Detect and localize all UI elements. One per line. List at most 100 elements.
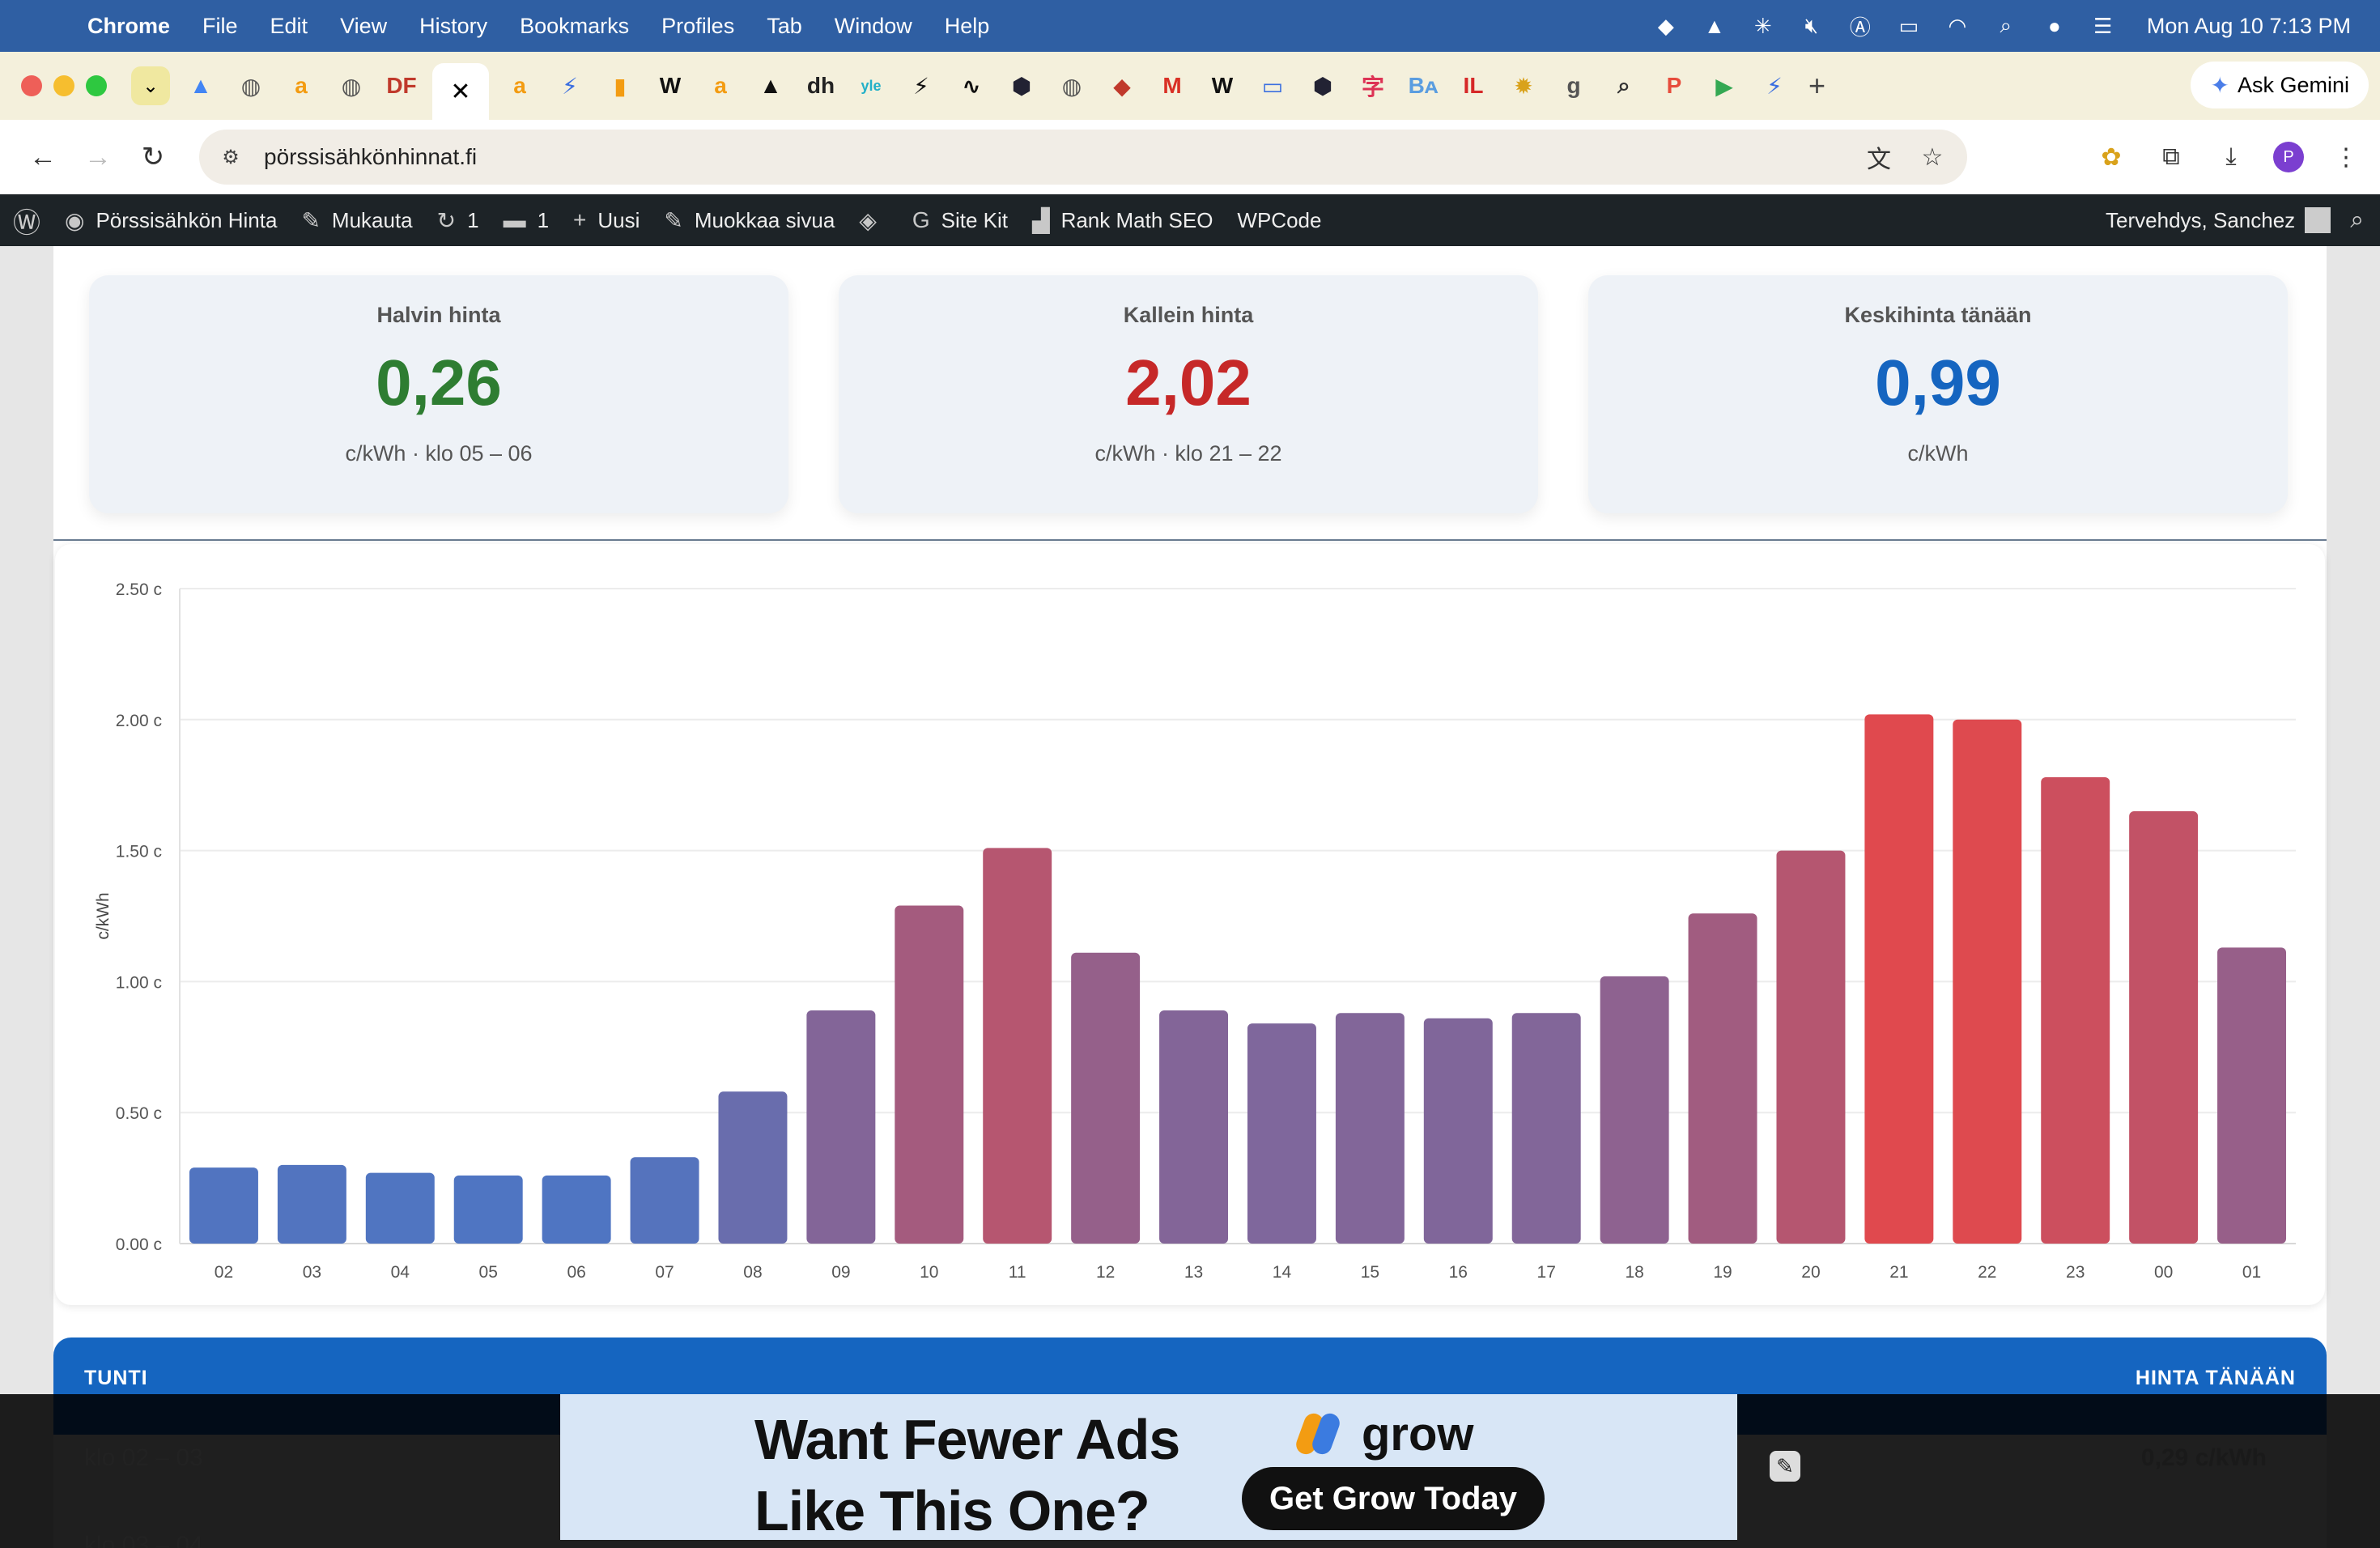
wifi-icon[interactable]: ◠ — [1948, 13, 1967, 38]
p-icon: P — [1666, 73, 1682, 98]
back-arrow-icon[interactable]: ← — [29, 141, 57, 172]
tab-search-chevron-icon[interactable]: ⌄ — [131, 66, 170, 105]
pinned-tab-w-icon[interactable]: W — [1203, 66, 1242, 105]
search-icon: ⌕ — [1617, 72, 1630, 98]
pinned-tab-sun-icon[interactable]: ✹ — [1504, 66, 1543, 105]
menu-view[interactable]: View — [340, 13, 388, 38]
menu-bar-clock[interactable]: Mon Aug 10 7:13 PM — [2146, 13, 2351, 38]
menu-window[interactable]: Window — [834, 13, 912, 38]
pinned-tab-ads-icon[interactable]: ▲ — [181, 66, 220, 105]
cheapest-price-value: 0,26 — [376, 347, 502, 419]
pinned-tab-g-icon[interactable]: g — [1554, 66, 1593, 105]
input-source-icon[interactable]: Ⓐ — [1849, 15, 1871, 40]
ask-gemini-button[interactable]: ✦ Ask Gemini — [2191, 62, 2369, 108]
chrome-menu-icon[interactable]: ⋮ — [2334, 143, 2358, 171]
wp-diamond-link[interactable]: ◈ — [859, 207, 888, 234]
extensions-puzzle-icon[interactable]: ⧉ — [2162, 143, 2180, 170]
pinned-tab-hex-icon[interactable]: ⬢ — [1002, 66, 1041, 105]
diamond-icon[interactable]: ◆ — [1657, 13, 1674, 38]
pinned-tab-bolt-icon[interactable]: ⚡ — [550, 66, 589, 105]
address-bar[interactable]: ⚙ pörssisähkönhinnat.fi 文 ☆ — [199, 130, 1967, 185]
cone-icon[interactable]: ▲ — [1703, 13, 1725, 38]
wp-site-kit-link[interactable]: G Site Kit — [912, 207, 1008, 233]
wordpress-logo-icon[interactable]: Ⓦ — [13, 207, 40, 239]
pinned-tab-w-icon[interactable]: W — [651, 66, 690, 105]
pinned-tab-link-icon[interactable]: ∿ — [952, 66, 991, 105]
apple-icon[interactable] — [29, 12, 57, 40]
pinned-tab-p-icon[interactable]: P — [1655, 66, 1694, 105]
pinned-tab-gmail-icon[interactable]: M — [1153, 66, 1192, 105]
hex-icon: ⬢ — [1011, 73, 1032, 99]
pinned-tab-globe-icon[interactable]: ◍ — [232, 66, 270, 105]
wp-greeting[interactable]: Tervehdys, Sanchez — [2106, 207, 2296, 232]
pinned-tab-play-icon[interactable]: ▶ — [1705, 66, 1744, 105]
pinned-tab-kanji-icon[interactable]: 字 — [1354, 66, 1392, 105]
control-center-icon[interactable]: ☰ — [2093, 13, 2113, 38]
pinned-tab-ba-icon[interactable]: Bᴀ — [1404, 66, 1443, 105]
menu-tab[interactable]: Tab — [767, 13, 802, 38]
wp-new-link[interactable]: + Uusi — [573, 207, 640, 233]
siri-icon[interactable]: ● — [2047, 13, 2061, 38]
zoom-window-button[interactable] — [86, 75, 107, 96]
a-icon: a — [714, 73, 727, 98]
wp-wpcode-link[interactable]: WPCode — [1237, 208, 1321, 233]
wp-edit-page-link[interactable]: ✎ Muokkaa sivua — [664, 207, 835, 234]
menu-history[interactable]: History — [419, 13, 488, 38]
pinned-tab-a-icon[interactable]: a — [701, 66, 740, 105]
minimize-window-button[interactable] — [53, 75, 74, 96]
pinned-tab-map-pin-icon[interactable]: ◆ — [1103, 66, 1141, 105]
pinned-tab-bars-icon[interactable]: ▮ — [601, 66, 640, 105]
wp-user-avatar[interactable] — [2305, 207, 2331, 233]
profile-avatar[interactable]: P — [2273, 142, 2304, 172]
menu-help[interactable]: Help — [944, 13, 990, 38]
extension-icon[interactable]: ✿ — [2101, 143, 2122, 171]
pinned-tab-a-icon[interactable]: a — [282, 66, 321, 105]
pinned-tab-triangle-icon[interactable]: ▲ — [751, 66, 790, 105]
site-settings-icon[interactable]: ⚙ — [222, 146, 240, 168]
wp-customize-link[interactable]: ✎ Mukauta — [301, 207, 412, 234]
leaf-icon[interactable]: ✎ — [1770, 1451, 1800, 1482]
menu-profiles[interactable]: Profiles — [661, 13, 735, 38]
pinned-tab-yle-icon[interactable]: yle — [852, 66, 890, 105]
menu-app-name[interactable]: Chrome — [87, 13, 171, 38]
translate-icon[interactable]: 文 — [1867, 147, 1891, 173]
pinned-tab-chat-icon[interactable]: ▭ — [1253, 66, 1292, 105]
new-tab-button[interactable]: + — [1808, 69, 1826, 102]
brush-icon: ✎ — [301, 207, 321, 233]
pinned-tab-dh-icon[interactable]: dh — [801, 66, 840, 105]
pinned-tab-bolt-icon[interactable]: ⚡ — [1755, 66, 1794, 105]
pinned-tab-globe-icon[interactable]: ◍ — [332, 66, 371, 105]
pinned-tab-search-icon[interactable]: ⌕ — [1604, 66, 1643, 105]
mute-icon[interactable]: 🔇︎ — [1804, 13, 1819, 37]
menu-edit[interactable]: Edit — [270, 13, 308, 38]
active-tab-close-icon[interactable]: ✕ — [432, 63, 489, 120]
download-icon[interactable]: ⤓ — [2225, 143, 2237, 170]
cheapest-price-label: Halvin hinta — [376, 303, 501, 327]
pinned-tab-a-icon[interactable]: a — [500, 66, 539, 105]
close-window-button[interactable] — [21, 75, 42, 96]
menu-bookmarks[interactable]: Bookmarks — [520, 13, 630, 38]
pinned-tab-globe-icon[interactable]: ◍ — [1052, 66, 1091, 105]
battery-icon[interactable]: ▭ — [1898, 13, 1919, 38]
hourly-price-chart: 0.00 c 0.50 c 1.00 c 1.50 c 2.00 c 2.50 c c/kW… — [94, 580, 2296, 1282]
updates-icon: ↻ — [436, 207, 457, 233]
wp-comments-link[interactable]: ▬ 1 — [504, 207, 549, 233]
wp-updates-link[interactable]: ↻ 1 — [437, 207, 479, 234]
pinned-tab-bolt-icon[interactable]: ⚡ — [902, 66, 941, 105]
grow-ad-banner[interactable]: Want Fewer Ads Like This One? grow Get G… — [560, 1394, 1737, 1542]
address-bar-url[interactable]: pörssisähkönhinnat.fi — [264, 144, 478, 169]
pinned-tab-hex-icon[interactable]: ⬢ — [1303, 66, 1342, 105]
asterisk-icon[interactable]: ✳ — [1753, 13, 1772, 38]
wp-site-link[interactable]: ◉ Pörssisähkön Hinta — [65, 207, 277, 234]
wp-rank-math-link[interactable]: ▟ Rank Math SEO — [1032, 207, 1213, 234]
bookmark-star-icon[interactable]: ☆ — [1921, 143, 1944, 171]
reload-icon[interactable]: ↻ — [141, 142, 165, 172]
menu-file[interactable]: File — [202, 13, 238, 38]
pinned-tab-il-icon[interactable]: IL — [1454, 66, 1493, 105]
triangle-icon: ▲ — [759, 73, 782, 98]
pinned-tab-df-icon[interactable]: DF — [382, 66, 421, 105]
spotlight-search-icon[interactable]: ⌕ — [2000, 13, 2012, 37]
wp-search-icon[interactable]: ⌕ — [2350, 206, 2364, 233]
get-grow-button[interactable]: Get Grow Today — [1242, 1467, 1545, 1530]
forward-arrow-icon[interactable]: → — [84, 141, 112, 172]
